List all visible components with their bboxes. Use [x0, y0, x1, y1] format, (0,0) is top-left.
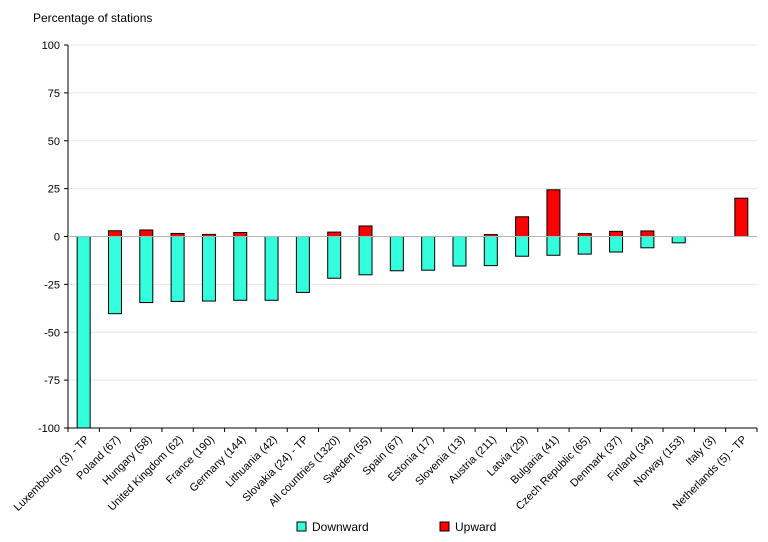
- legend-label-downward: Downward: [312, 520, 369, 534]
- bar-downward: [170, 236, 185, 302]
- bar-downward: [389, 236, 404, 272]
- legend-swatch-upward: [439, 521, 450, 532]
- y-tick-label: -50: [44, 327, 60, 339]
- bar-upward: [139, 229, 154, 237]
- bar-downward: [609, 236, 624, 253]
- category-label: Germany (144): [188, 434, 249, 495]
- bar-downward: [327, 236, 342, 279]
- bar-upward: [734, 197, 749, 237]
- bar-downward: [107, 236, 122, 315]
- legend: Downward Upward: [296, 520, 496, 534]
- bar-downward: [483, 236, 498, 267]
- y-tick-label: 0: [54, 232, 60, 244]
- y-tick-label: 100: [42, 40, 60, 52]
- bar-downward: [671, 236, 686, 244]
- y-tick-labels: 100 75 50 25 0 -25 -50 -75 -100: [38, 40, 60, 435]
- bar-downward: [358, 236, 373, 276]
- bar-downward: [201, 236, 216, 302]
- y-tick-label: -25: [44, 279, 60, 291]
- bar-upward: [358, 225, 373, 237]
- bar-downward: [264, 236, 279, 301]
- bar-upward: [609, 230, 624, 237]
- bar-downward: [515, 236, 530, 257]
- bar-downward: [295, 236, 310, 293]
- bar-downward: [452, 236, 467, 267]
- y-tick-label: -100: [38, 423, 60, 435]
- bar-upward: [546, 189, 561, 238]
- bars: [76, 189, 749, 429]
- y-axis-title: Percentage of stations: [33, 11, 152, 25]
- bar-downward: [139, 236, 154, 304]
- y-tick-label: 25: [48, 184, 60, 196]
- bar-upward: [107, 230, 122, 238]
- bar-downward: [577, 236, 592, 255]
- bar-downward: [233, 236, 248, 301]
- axes: [64, 44, 758, 432]
- legend-swatch-downward: [296, 521, 307, 532]
- bar-upward: [515, 216, 530, 237]
- y-tick-label: 75: [48, 88, 60, 100]
- y-tick-label: -75: [44, 375, 60, 387]
- bar-upward: [640, 230, 655, 238]
- y-tick-label: 50: [48, 136, 60, 148]
- bar-downward: [76, 236, 91, 429]
- bar-downward: [546, 236, 561, 256]
- bar-downward: [421, 236, 436, 271]
- legend-label-upward: Upward: [455, 520, 496, 534]
- bar-downward: [640, 236, 655, 249]
- bar-upward: [233, 231, 248, 238]
- bar-upward: [327, 231, 342, 238]
